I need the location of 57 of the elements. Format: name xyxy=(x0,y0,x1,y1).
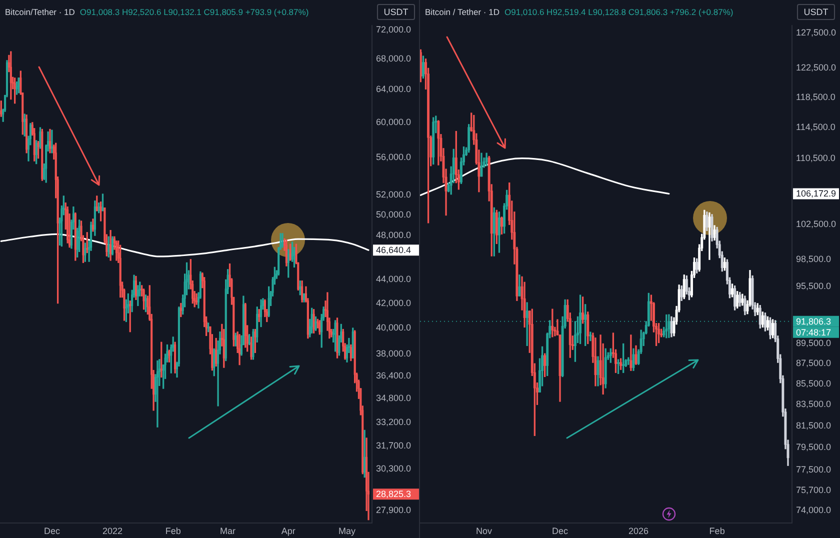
x-tick-label: 2022 xyxy=(102,526,123,536)
y-tick-label: 75,700.0 xyxy=(796,485,832,496)
y-tick-label: 56,000.0 xyxy=(376,152,412,162)
y-tick-label: 48,000.0 xyxy=(376,230,412,240)
x-tick-label: May xyxy=(338,526,356,536)
y-tick-label: 31,700.0 xyxy=(376,440,412,450)
y-tick-label: 33,200.0 xyxy=(376,416,412,427)
chart-subtitle: O91,008.3 H92,520.6 L90,132.1 C91,805.9 +793.9 (+0.87%) xyxy=(80,7,309,17)
y-tick-label: 81,500.0 xyxy=(796,420,832,430)
chart-title: Bitcoin/Tether · 1D xyxy=(5,7,75,17)
y-tick-label: 83,500.0 xyxy=(796,399,832,410)
y-axis-title: USDT xyxy=(377,4,415,20)
y-tick-label: 72,000.0 xyxy=(376,24,412,34)
y-tick-label: 42,000.0 xyxy=(376,298,412,308)
x-tick-label: 2026 xyxy=(628,526,649,536)
y-tick-label: 77,500.0 xyxy=(796,464,832,475)
x-tick-label: Dec xyxy=(44,526,60,536)
y-tick-label: 52,000.0 xyxy=(376,189,412,200)
y-tick-label: 64,000.0 xyxy=(376,84,412,94)
x-tick-label: Mar xyxy=(220,526,236,536)
y-tick-label: 114,500.0 xyxy=(796,122,836,132)
y-tick-label: 36,400.0 xyxy=(376,370,412,380)
annotation: 46,640.4 xyxy=(376,245,412,256)
y-tick-label: 27,900.0 xyxy=(376,505,412,516)
chart-title: Bitcoin / Tether · 1D xyxy=(425,7,500,17)
y-tick-label: 79,500.0 xyxy=(796,442,832,452)
y-tick-label: 60,000.0 xyxy=(376,116,412,127)
chart-subtitle: O91,010.6 H92,519.4 L90,128.8 C91,806.3 +796.2 (+0.87%) xyxy=(504,7,734,17)
y-tick-label: 44,000.0 xyxy=(376,274,412,284)
y-tick-label: 118,500.0 xyxy=(796,92,836,102)
y-tick-label: 127,500.0 xyxy=(796,28,836,38)
y-tick-label: 50,000.0 xyxy=(376,209,412,220)
text: 106,172.9 xyxy=(796,188,836,199)
y-tick-label: 122,500.0 xyxy=(796,62,836,73)
y-tick-label: 95,500.0 xyxy=(796,281,832,292)
y-tick-label: 98,500.0 xyxy=(796,254,832,264)
x-tick-label: Dec xyxy=(552,526,569,536)
y-axis-title: USDT xyxy=(797,4,835,20)
y-tick-label: 30,300.0 xyxy=(376,463,412,474)
x-tick-label: Apr xyxy=(281,526,296,536)
x-tick-label: Feb xyxy=(709,526,725,536)
x-tick-label: Feb xyxy=(165,526,181,536)
text: 07:48:17 xyxy=(796,327,832,338)
y-tick-label: 110,500.0 xyxy=(796,153,836,164)
x-tick-label: Nov xyxy=(476,526,493,536)
ref-line-label: 91,806.3 xyxy=(796,316,832,326)
y-tick-label: 68,000.0 xyxy=(376,53,412,64)
y-tick-label: 38,000.0 xyxy=(376,348,412,359)
y-tick-label: 34,800.0 xyxy=(376,393,412,404)
annotation: 28,825.3 xyxy=(376,489,412,500)
y-tick-label: 40,000.0 xyxy=(376,322,412,332)
y-tick-label: 85,500.0 xyxy=(796,378,832,388)
y-tick-label: 87,500.0 xyxy=(796,358,832,368)
y-tick-label: 74,000.0 xyxy=(796,505,832,516)
line-series xyxy=(420,158,670,196)
y-tick-label: 102,500.0 xyxy=(796,219,836,230)
y-tick-label: 89,500.0 xyxy=(796,338,832,348)
